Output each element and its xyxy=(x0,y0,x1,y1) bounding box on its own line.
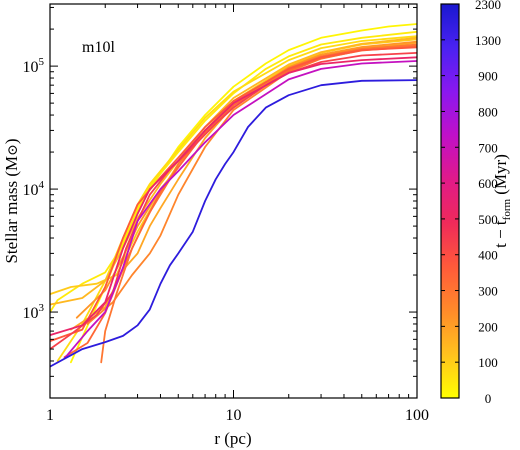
colorbar-tick-label: 2300 xyxy=(475,0,501,12)
series-line xyxy=(63,60,417,360)
series-lines xyxy=(50,23,417,368)
plot-frame xyxy=(49,3,418,399)
panel-annotation: m10l xyxy=(82,39,115,56)
y-axis-label: Stellar mass (M⊙) xyxy=(2,138,21,263)
colorbar-gradient xyxy=(440,3,460,399)
plot-background xyxy=(50,4,417,398)
colorbar-tick-label: 500 xyxy=(478,212,498,227)
colorbar-tick-label: 300 xyxy=(478,284,498,299)
series-line xyxy=(50,79,417,368)
axis-ticks: 1 10 100 103 104 105 xyxy=(23,4,429,424)
colorbar-tick-label: 0 xyxy=(485,391,492,406)
colorbar-tick-label: 600 xyxy=(478,176,498,191)
colorbar-tick-label: 700 xyxy=(478,140,498,155)
x-axis-label: r (pc) xyxy=(214,429,251,448)
series-line xyxy=(50,46,417,342)
y-tick-label: 103 xyxy=(23,302,45,322)
y-tick-label: 104 xyxy=(23,179,45,199)
colorbar-ticks: 0 100 200 300 400 500 600 700 800 900 1300 2300 xyxy=(441,0,501,406)
colorbar-tick-label: 100 xyxy=(478,355,498,370)
colorbar-tick-label: 400 xyxy=(478,248,498,263)
y-tick-label: 105 xyxy=(23,56,45,76)
x-tick-label: 1 xyxy=(46,407,54,424)
colorbar-label: t − tform (Myr) xyxy=(491,154,513,248)
colorbar-tick-label: 800 xyxy=(478,104,498,119)
x-tick-label: 100 xyxy=(405,407,429,424)
series-line xyxy=(50,30,417,313)
series-line xyxy=(70,23,417,364)
series-line xyxy=(50,56,417,336)
colorbar-tick-label: 1300 xyxy=(475,33,501,48)
x-tick-label: 10 xyxy=(226,407,242,424)
colorbar: 0 100 200 300 400 500 600 700 800 900 1300 2300 t −… xyxy=(440,0,513,406)
colorbar-tick-label: 200 xyxy=(478,319,498,334)
colorbar-tick-label: 900 xyxy=(478,69,498,84)
